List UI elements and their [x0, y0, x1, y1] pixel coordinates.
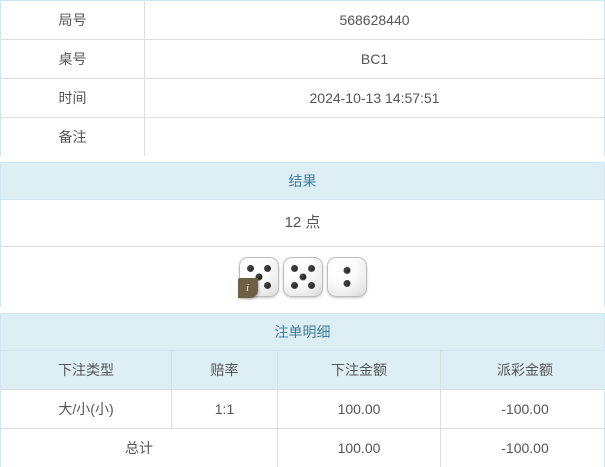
game-info-panel: 局号 568628440 桌号 BC1 时间 2024-10-13 14:57:…: [0, 0, 605, 156]
table-row: 局号 568628440: [1, 1, 604, 40]
table-row: 备注: [1, 118, 604, 157]
cell-bet-type: 大/小(小): [1, 390, 172, 429]
dice-row: i: [1, 247, 604, 307]
table-row: 时间 2024-10-13 14:57:51: [1, 79, 604, 118]
die-pip: [291, 282, 298, 289]
cell-total-bet-amount: 100.00: [278, 429, 441, 467]
column-header-odds: 赔率: [172, 351, 278, 390]
info-badge-icon[interactable]: i: [238, 278, 258, 298]
cell-bet-amount: 100.00: [278, 390, 441, 429]
cell-payout: -100.00: [441, 390, 605, 429]
die-3-value-2: [327, 257, 367, 297]
die-pip: [343, 267, 350, 274]
table-header-row: 下注类型 赔率 下注金额 派彩金额: [1, 351, 605, 390]
info-label-remark: 备注: [1, 118, 145, 157]
info-value-remark: [145, 118, 605, 157]
cell-total-label: 总计: [1, 429, 278, 467]
info-value-round-number: 568628440: [145, 1, 605, 40]
column-header-bet-amount: 下注金额: [278, 351, 441, 390]
result-section-header: 结果: [1, 163, 604, 200]
die-pip: [264, 282, 271, 289]
die-2-value-5: [283, 257, 323, 297]
die-pip: [291, 265, 298, 272]
dice-group: i: [239, 257, 367, 297]
game-info-table: 局号 568628440 桌号 BC1 时间 2024-10-13 14:57:…: [1, 1, 604, 156]
bet-detail-section-header: 注单明细: [1, 314, 604, 351]
column-header-bet-type: 下注类型: [1, 351, 172, 390]
bet-detail-panel: 注单明细 下注类型 赔率 下注金额 派彩金额 大/小(小) 1:1 100.00…: [0, 313, 605, 467]
die-pip: [308, 265, 315, 272]
cell-total-payout: -100.00: [441, 429, 605, 467]
info-value-time: 2024-10-13 14:57:51: [145, 79, 605, 118]
die-pip: [264, 265, 271, 272]
table-row: 大/小(小) 1:1 100.00 -100.00: [1, 390, 605, 429]
die-pip: [343, 280, 350, 287]
info-label-table-number: 桌号: [1, 40, 145, 79]
result-points: 12 点: [1, 200, 604, 247]
result-panel: 结果 12 点 i: [0, 162, 605, 307]
die-1-value-5: i: [239, 257, 279, 297]
bet-detail-table: 下注类型 赔率 下注金额 派彩金额 大/小(小) 1:1 100.00 -100…: [1, 351, 605, 467]
die-pip: [247, 265, 254, 272]
column-header-payout: 派彩金额: [441, 351, 605, 390]
table-row: 桌号 BC1: [1, 40, 604, 79]
table-total-row: 总计 100.00 -100.00: [1, 429, 605, 467]
die-pip: [308, 282, 315, 289]
die-pip: [299, 274, 306, 281]
info-label-round-number: 局号: [1, 1, 145, 40]
info-value-table-number: BC1: [145, 40, 605, 79]
info-label-time: 时间: [1, 79, 145, 118]
cell-odds: 1:1: [172, 390, 278, 429]
bet-receipt-page: 局号 568628440 桌号 BC1 时间 2024-10-13 14:57:…: [0, 0, 605, 447]
